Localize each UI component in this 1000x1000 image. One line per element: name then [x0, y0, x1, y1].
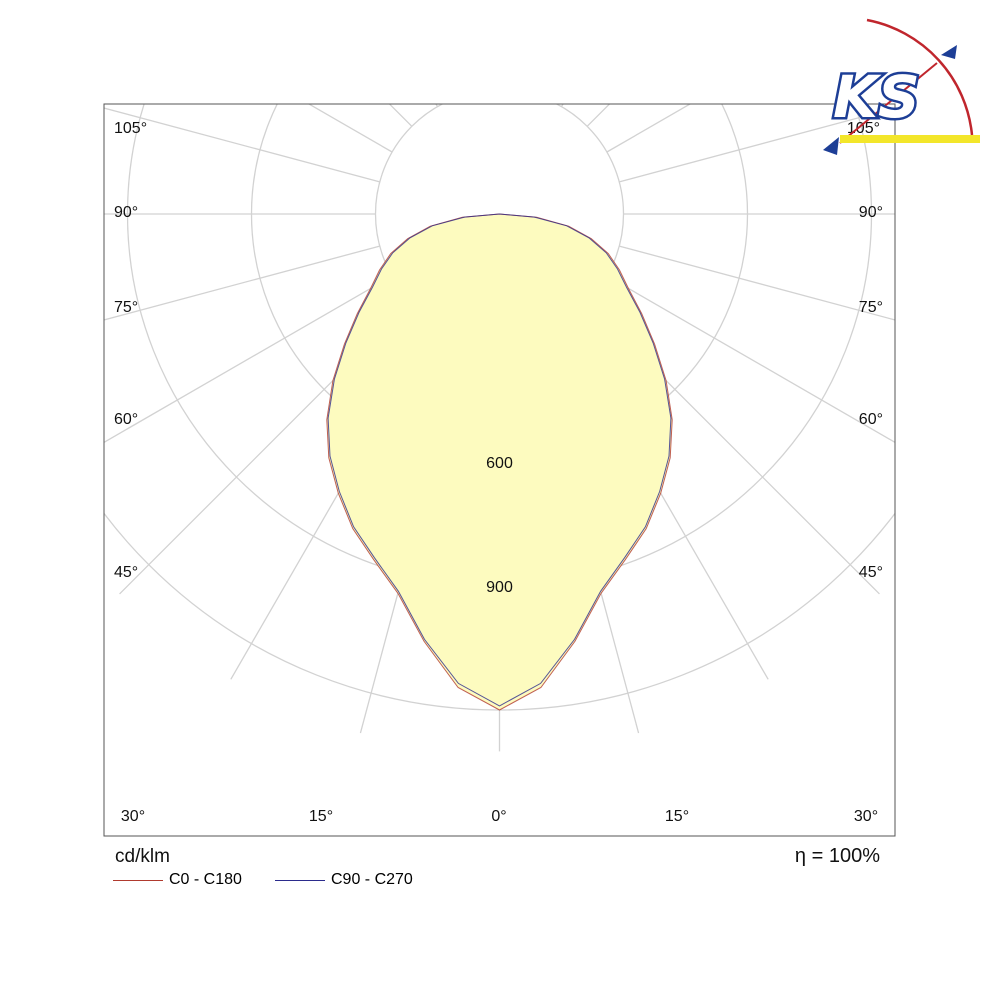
angle-label-left: 75°	[114, 299, 138, 316]
ks-logo: KS	[815, 15, 985, 155]
unit-label: cd/klm	[115, 846, 170, 867]
grid-spoke	[606, 275, 895, 444]
efficiency-symbol: η	[794, 845, 807, 867]
angle-label-bottom: 30°	[854, 808, 878, 825]
grid-spoke	[619, 245, 895, 321]
angle-label-bottom: 15°	[665, 808, 689, 825]
angle-label-left: 45°	[114, 564, 138, 581]
grid-spoke	[435, 104, 439, 107]
legend-label-c0-c180: C0 - C180	[169, 871, 242, 888]
angle-label-right: 45°	[859, 564, 883, 581]
angle-label-bottom: 0°	[491, 808, 506, 825]
series-layer	[326, 213, 673, 711]
angle-label-left: 105°	[114, 120, 147, 137]
grid-spoke	[104, 245, 380, 321]
grid-spoke	[532, 0, 639, 94]
legend-line-c90-c270	[275, 879, 325, 881]
efficiency-label: η = 100%	[794, 845, 880, 867]
angle-label-bottom: 30°	[121, 808, 145, 825]
grid-spoke	[560, 104, 564, 107]
angle-label-left: 90°	[114, 204, 138, 221]
intensity-fill	[326, 214, 673, 710]
grid-spoke	[104, 275, 393, 444]
grid-spoke	[307, 104, 393, 153]
efficiency-value: 100%	[828, 845, 880, 867]
legend-label-c90-c270: C90 - C270	[331, 871, 413, 888]
radial-tick-label: 900	[486, 579, 513, 596]
angle-label-left: 60°	[114, 411, 138, 428]
grid-spoke	[619, 107, 895, 183]
angle-label-right: 75°	[859, 299, 883, 316]
plot-frame	[103, 103, 896, 837]
angle-label-right: 105°	[847, 120, 880, 137]
radial-tick-label: 600	[486, 455, 513, 472]
grid-spoke	[388, 104, 413, 127]
legend-item-c0-c180: C0 - C180	[113, 870, 242, 890]
angle-label-right: 90°	[859, 204, 883, 221]
angle-label-right: 60°	[859, 411, 883, 428]
grid-spoke	[104, 107, 380, 183]
series-curve-1	[327, 213, 672, 707]
legend-item-c90-c270: C90 - C270	[275, 870, 413, 890]
legend-line-c0-c180	[113, 879, 163, 881]
grid-spoke	[606, 104, 692, 153]
grid-spoke	[360, 0, 467, 94]
svg-text:KS: KS	[833, 63, 920, 131]
angle-label-bottom: 15°	[309, 808, 333, 825]
series-curve-0	[326, 213, 673, 711]
labels-layer: 600 900 105° 90° 90° 75° 75° 60° 60° 45° 45° 105° 30…	[114, 120, 883, 825]
